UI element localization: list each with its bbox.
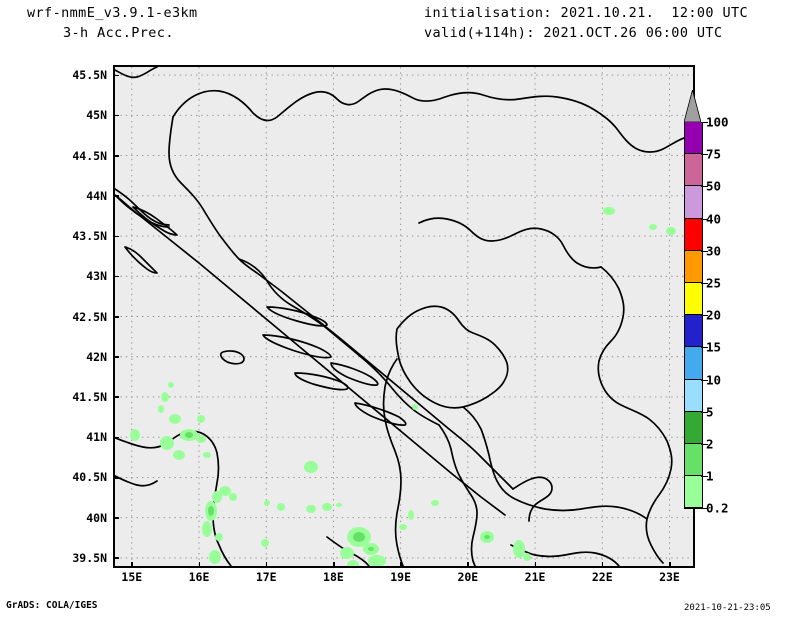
colorbar-band bbox=[685, 154, 702, 187]
colorbar-tick bbox=[701, 218, 708, 220]
initialisation-time: initialisation: 2021.10.21. 12:00 UTC bbox=[424, 5, 749, 21]
y-axis-tick-label: 40.5N bbox=[72, 470, 107, 485]
y-axis-tick-label: 43N bbox=[86, 269, 107, 284]
colorbar-tick bbox=[701, 283, 708, 284]
colorbar-tick bbox=[701, 250, 708, 252]
x-axis-tick-label: 20E bbox=[457, 570, 479, 584]
colorbar-tick bbox=[701, 122, 708, 123]
x-axis-tick-label: 17E bbox=[255, 570, 277, 584]
x-axis-tick-label: 22E bbox=[591, 570, 613, 584]
x-axis-tick-label: 15E bbox=[121, 570, 143, 584]
colorbar-tick bbox=[701, 476, 708, 478]
colorbar-band bbox=[685, 315, 702, 348]
colorbar-tick bbox=[701, 411, 708, 413]
x-axis-tick-label: 21E bbox=[524, 570, 546, 584]
colorbar-tick-label: 40 bbox=[706, 211, 722, 227]
colorbar-tick-label: 2 bbox=[706, 436, 714, 452]
y-axis-tick-label: 43.5N bbox=[72, 229, 107, 244]
y-axis-tick-label: 45.5N bbox=[72, 68, 107, 83]
colorbar-tick bbox=[701, 315, 708, 317]
precipitation-field bbox=[130, 207, 676, 566]
colorbar-band bbox=[685, 347, 702, 380]
x-axis-tick-label: 16E bbox=[188, 570, 210, 584]
colorbar-band bbox=[685, 282, 702, 316]
y-axis-tick-label: 41N bbox=[86, 430, 107, 445]
colorbar-band bbox=[685, 218, 702, 251]
gridlines bbox=[115, 67, 693, 566]
footer-source: GrADS: COLA/IGES bbox=[6, 600, 98, 611]
y-axis-tick-label: 44.5N bbox=[72, 148, 107, 163]
colorbar-tick bbox=[701, 379, 708, 381]
coastlines-and-borders bbox=[115, 67, 693, 566]
field-title: 3-h Acc.Prec. bbox=[63, 25, 174, 41]
y-axis-tick-label: 40N bbox=[86, 510, 107, 525]
colorbar-tick-label: 5 bbox=[706, 404, 714, 420]
x-axis-tick-label: 18E bbox=[323, 570, 344, 584]
y-axis-tick-label: 42N bbox=[86, 349, 107, 364]
colorbar-tick-label: 15 bbox=[706, 339, 722, 355]
y-axis-tick-label: 45N bbox=[86, 108, 107, 123]
y-axis-tick-label: 42.5N bbox=[72, 309, 107, 324]
x-axis-tick-label: 23E bbox=[659, 570, 680, 584]
footer-timestamp: 2021-10-21-23:05 bbox=[684, 603, 771, 613]
colorbar-tick-label: 20 bbox=[706, 307, 722, 323]
colorbar-tick-label: 75 bbox=[706, 146, 722, 162]
colorbar-tick-label: 50 bbox=[706, 178, 722, 194]
colorbar-tick-label: 25 bbox=[706, 275, 722, 291]
colorbar-tick-label: 10 bbox=[706, 372, 722, 388]
colorbar-band bbox=[685, 476, 702, 509]
map-plot-area bbox=[113, 65, 695, 568]
colorbar-tick bbox=[701, 444, 708, 445]
colorbar-tick bbox=[701, 347, 708, 349]
colorbar-band bbox=[685, 443, 702, 477]
model-title: wrf-nmmE_v3.9.1-e3km bbox=[27, 5, 198, 21]
colorbar-band bbox=[685, 186, 702, 219]
colorbar-band bbox=[685, 250, 702, 283]
colorbar-band bbox=[685, 122, 702, 155]
colorbar-band bbox=[685, 411, 702, 444]
y-axis-tick-label: 41.5N bbox=[72, 389, 107, 404]
colorbar-tick-label: 100 bbox=[706, 114, 729, 130]
y-axis-tick-label: 39.5N bbox=[72, 550, 107, 565]
colorbar-tick bbox=[701, 186, 708, 188]
y-axis-tick-label: 44N bbox=[86, 188, 107, 203]
valid-time: valid(+114h): 2021.OCT.26 06:00 UTC bbox=[424, 25, 723, 41]
colorbar-tick-label: 1 bbox=[706, 468, 714, 484]
colorbar-overflow-arrow bbox=[684, 90, 701, 122]
colorbar-band bbox=[685, 379, 702, 412]
colorbar-tick-label: 0.2 bbox=[706, 500, 729, 516]
colorbar-tick-label: 30 bbox=[706, 243, 722, 259]
x-axis-tick-label: 19E bbox=[390, 570, 412, 584]
colorbar-tick bbox=[701, 508, 708, 510]
colorbar-tick bbox=[701, 154, 708, 156]
